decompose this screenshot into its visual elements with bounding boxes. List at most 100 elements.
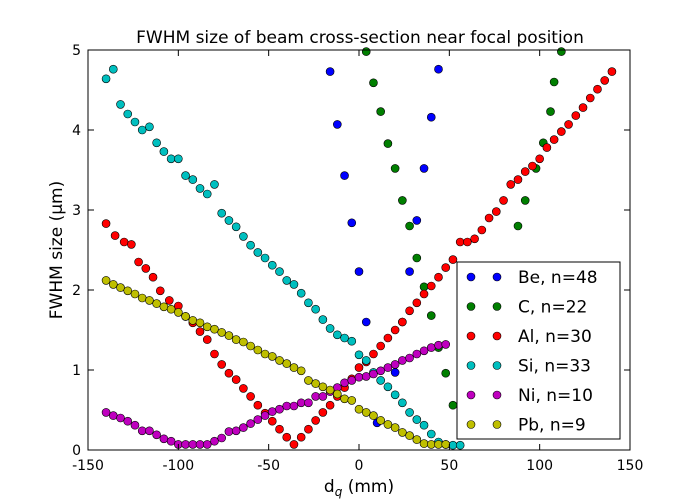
legend-marker — [466, 302, 476, 311]
legend-items: Be, n=48 C, n=22 Al, n=30 Si, n=33 Ni, n=10 P… — [466, 268, 598, 436]
data-point — [282, 276, 292, 285]
legend-marker — [466, 331, 476, 341]
data-point — [195, 440, 205, 449]
data-point — [571, 111, 581, 120]
data-point — [188, 316, 198, 325]
data-point — [311, 379, 320, 388]
data-point — [441, 340, 451, 349]
legend-item: Al, n=30 — [466, 327, 592, 347]
data-point — [419, 420, 429, 430]
data-point — [246, 341, 255, 351]
data-point — [434, 440, 443, 449]
data-point — [419, 282, 429, 292]
data-point — [210, 436, 219, 446]
x-tick-labels: -150 -100 -50 0 50 100 150 — [72, 458, 643, 474]
axis-ticks — [87, 49, 631, 451]
legend-item: Si, n=33 — [466, 357, 591, 377]
data-point — [455, 440, 465, 450]
data-point — [304, 376, 313, 385]
legend-label: Si, n=33 — [518, 357, 591, 377]
data-point — [564, 120, 573, 129]
data-point — [361, 47, 371, 56]
data-point — [166, 154, 176, 164]
y-tick-label: 2 — [72, 283, 81, 299]
data-point — [231, 335, 241, 344]
data-point — [289, 280, 299, 289]
data-point — [412, 435, 422, 444]
data-point — [195, 184, 205, 193]
data-point — [376, 341, 385, 351]
legend-marker — [492, 420, 502, 429]
data-points — [101, 47, 617, 450]
x-axis-label-subscript: q — [335, 485, 343, 499]
data-point — [376, 416, 385, 425]
data-point — [434, 272, 443, 282]
data-point — [557, 47, 566, 56]
data-point — [470, 234, 479, 244]
data-point — [535, 154, 544, 164]
data-point — [390, 164, 400, 173]
data-point — [127, 240, 136, 249]
data-point — [549, 77, 559, 87]
data-point — [390, 423, 400, 432]
data-point — [340, 394, 349, 404]
data-point — [145, 296, 154, 305]
data-point — [441, 368, 451, 378]
y-tick-label: 5 — [72, 43, 81, 59]
data-point — [361, 317, 371, 327]
data-point — [325, 324, 335, 333]
data-point — [398, 356, 407, 365]
data-point — [419, 346, 429, 356]
data-point — [108, 411, 118, 420]
data-point — [383, 139, 393, 148]
data-point — [260, 349, 270, 359]
legend-marker — [466, 390, 476, 400]
y-tick-label: 1 — [72, 363, 81, 379]
data-point — [549, 135, 559, 144]
data-point — [426, 311, 436, 320]
data-point — [130, 420, 140, 430]
data-point — [354, 267, 364, 276]
data-point — [253, 415, 263, 424]
x-axis-label-unit: (mm) — [342, 477, 394, 497]
data-point — [333, 120, 342, 129]
data-point — [340, 171, 349, 180]
y-tick-label: 0 — [72, 443, 81, 459]
data-point — [165, 296, 174, 305]
data-point — [145, 122, 154, 132]
data-point — [340, 333, 349, 343]
data-point — [210, 349, 219, 359]
data-point — [506, 180, 516, 189]
plot-area — [87, 47, 631, 451]
data-point — [289, 440, 299, 449]
data-point — [224, 427, 234, 436]
legend-label: Pb, n=9 — [518, 416, 586, 436]
data-point — [224, 368, 234, 378]
data-point — [123, 286, 133, 296]
legend-label: Al, n=30 — [518, 327, 592, 347]
data-point — [267, 260, 277, 270]
data-point — [311, 304, 320, 314]
data-point — [405, 306, 414, 316]
data-point — [137, 426, 147, 436]
data-point — [231, 426, 241, 436]
data-point — [282, 401, 292, 411]
data-point — [361, 408, 371, 417]
data-point — [318, 382, 328, 392]
data-point — [224, 331, 234, 340]
data-point — [152, 430, 161, 440]
data-point — [448, 400, 458, 410]
data-point — [528, 161, 537, 171]
data-point — [390, 325, 400, 335]
data-point — [405, 353, 414, 363]
data-point — [130, 289, 140, 299]
data-point — [376, 376, 385, 385]
data-point — [210, 180, 219, 189]
data-point — [231, 222, 241, 232]
data-point — [412, 349, 422, 359]
data-point — [231, 375, 241, 384]
data-point — [376, 366, 385, 376]
data-point — [325, 67, 335, 76]
data-point — [181, 312, 190, 321]
data-point — [217, 433, 226, 443]
